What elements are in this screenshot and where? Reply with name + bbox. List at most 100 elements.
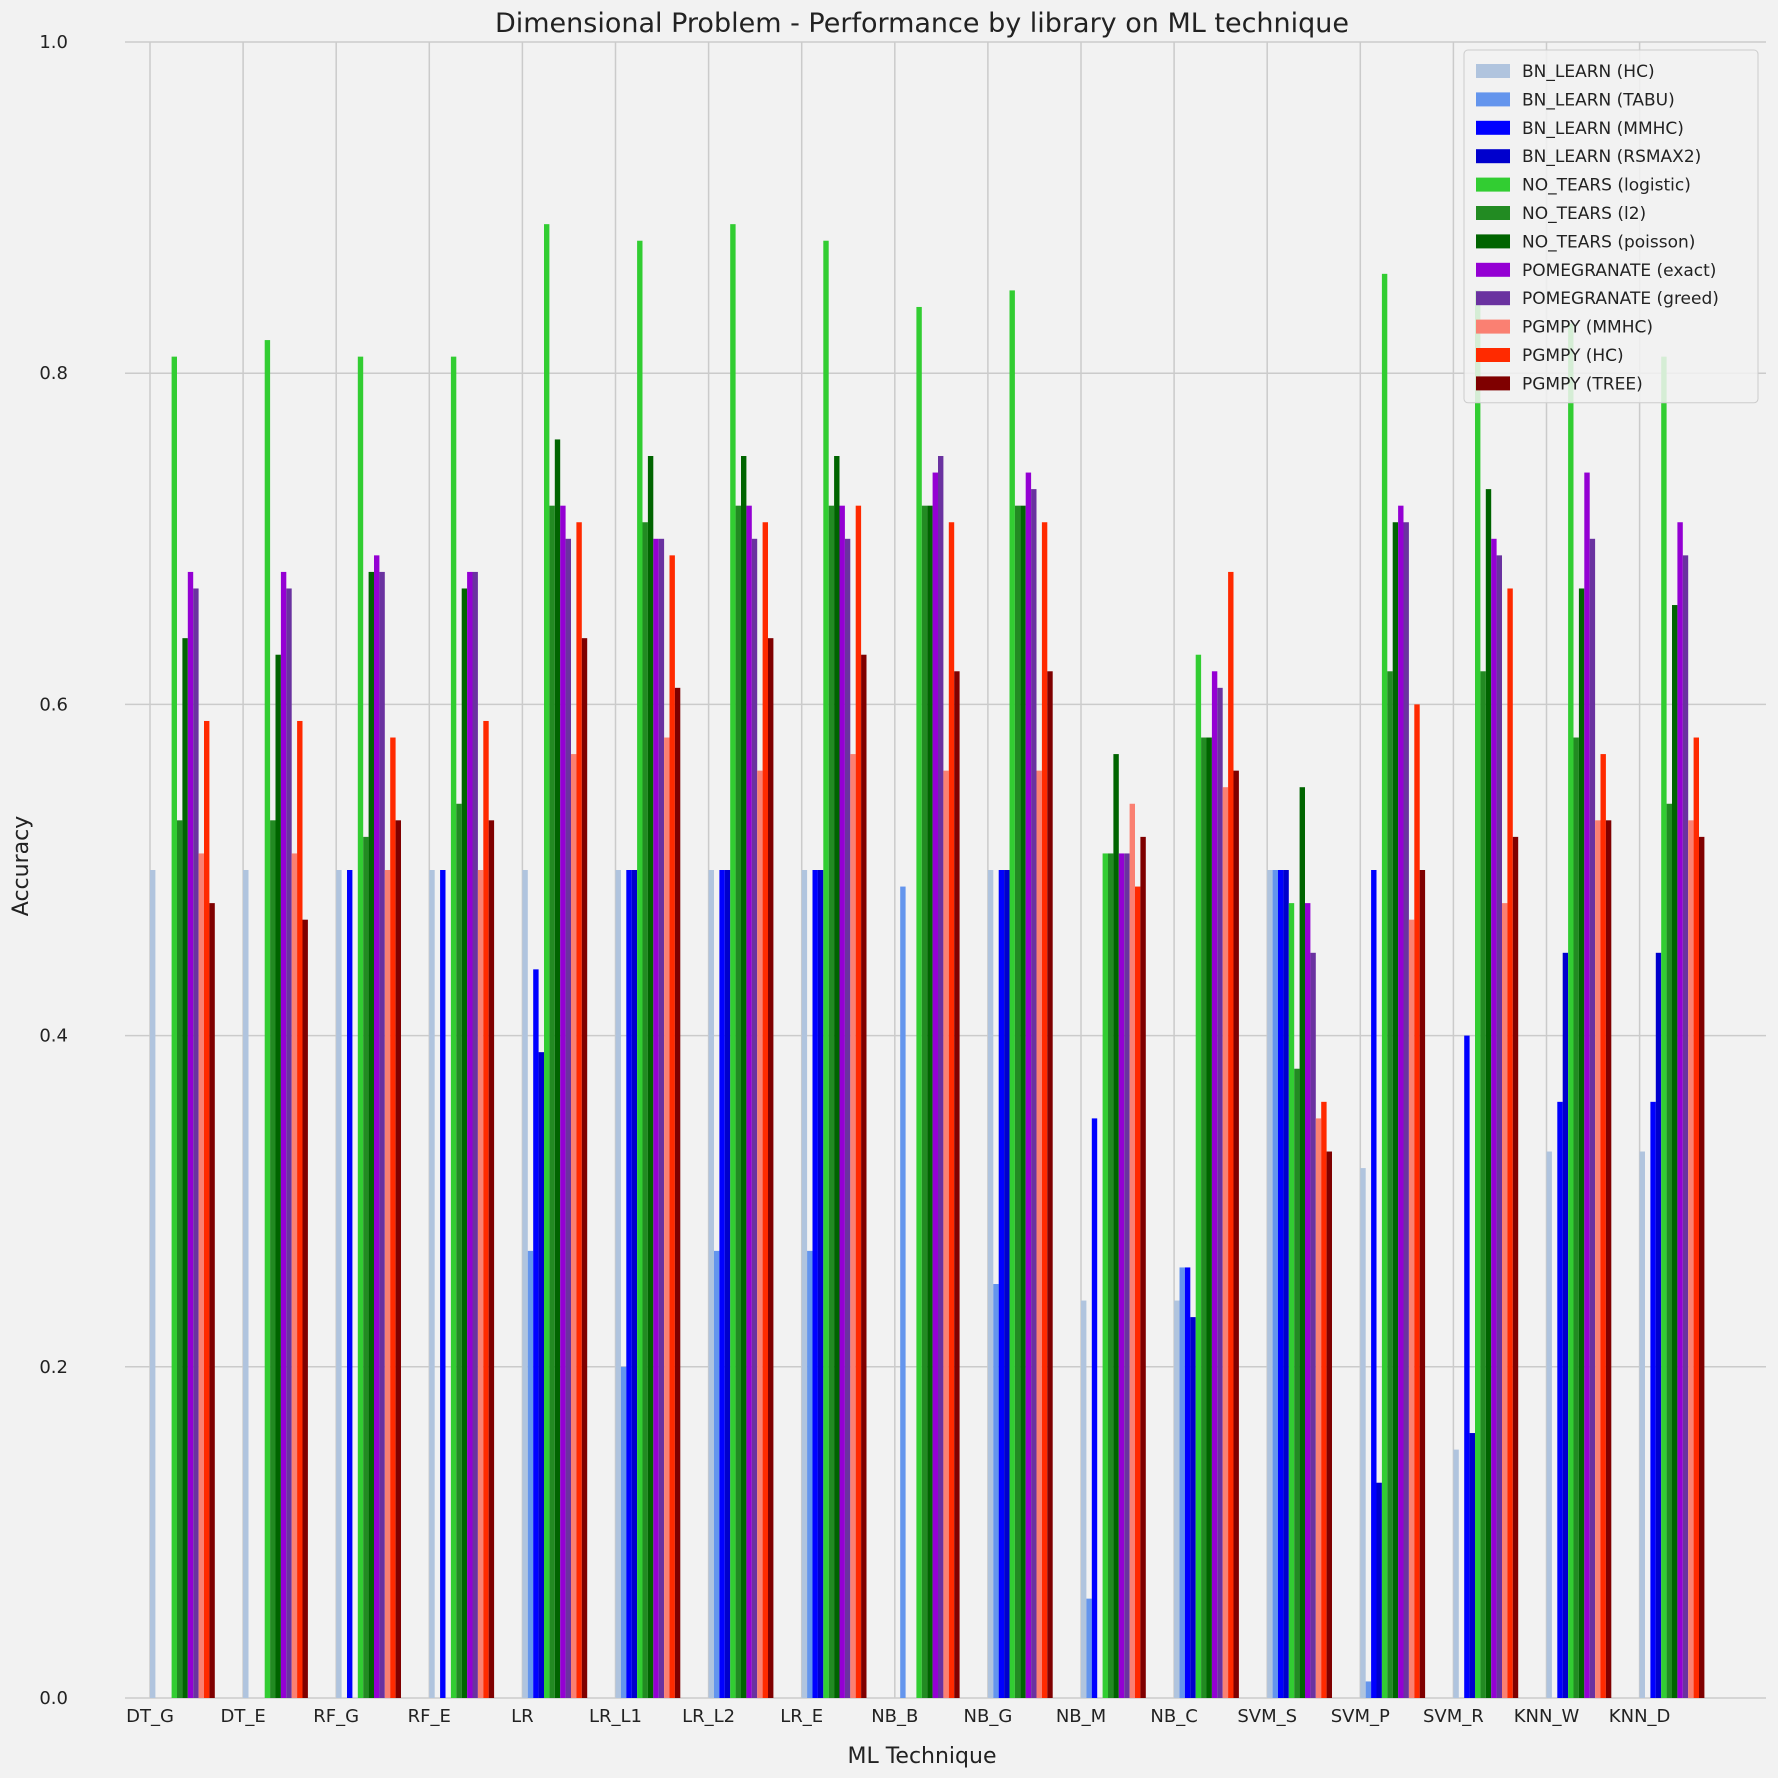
bar xyxy=(828,505,835,1699)
legend-entry: PGMPY (HC) xyxy=(1522,346,1624,366)
legend-swatch xyxy=(1476,291,1510,306)
bar xyxy=(472,571,478,1699)
bar xyxy=(1036,770,1042,1698)
bar xyxy=(538,1052,544,1698)
bar xyxy=(1578,588,1585,1698)
bar xyxy=(674,687,681,1698)
bar xyxy=(746,505,752,1699)
bar xyxy=(1179,1267,1185,1698)
legend-entry: NO_TEARS (logistic) xyxy=(1522,176,1691,196)
bar xyxy=(998,870,1005,1698)
bar xyxy=(150,870,156,1698)
bar xyxy=(1605,820,1612,1698)
bar xyxy=(823,240,829,1699)
bar xyxy=(664,737,670,1698)
legend-swatch xyxy=(1476,348,1510,362)
bar xyxy=(817,870,824,1698)
bar xyxy=(488,820,495,1698)
bar xyxy=(708,870,714,1698)
bar xyxy=(1507,588,1513,1698)
bar xyxy=(916,306,922,1699)
bar xyxy=(943,770,949,1698)
legend-entry: BN_LEARN (TABU) xyxy=(1522,90,1675,110)
y-tick-label: 0.8 xyxy=(39,363,68,384)
bar xyxy=(1326,1151,1332,1698)
x-axis-label: ML Technique xyxy=(847,1744,996,1769)
y-tick-labels: 0.0 0.2 0.4 0.6 0.8 1.0 xyxy=(39,32,68,1709)
bar xyxy=(286,588,292,1698)
bar xyxy=(544,224,550,1698)
bar xyxy=(1217,687,1223,1698)
legend-swatch xyxy=(1476,262,1510,277)
bar xyxy=(297,720,303,1698)
bar xyxy=(275,654,281,1698)
bar xyxy=(1305,903,1311,1698)
bar xyxy=(1502,903,1508,1698)
bar xyxy=(1589,538,1596,1698)
bar xyxy=(1310,952,1316,1698)
bar xyxy=(1047,671,1053,1698)
bar xyxy=(768,638,774,1699)
bar xyxy=(730,224,736,1698)
x-tick-labels: DT_G DT_E RF_G RF_E LR LR_L1 LR_L2 LR_E NB_B NB_G… xyxy=(126,1706,1670,1727)
bar xyxy=(1365,1681,1372,1698)
bar xyxy=(1480,671,1486,1698)
x-tick-label: NB_B xyxy=(871,1706,918,1727)
y-tick-label: 0.0 xyxy=(39,1688,68,1709)
bar xyxy=(204,720,210,1698)
bar xyxy=(1672,605,1678,1698)
legend-swatch xyxy=(1476,234,1510,249)
bar xyxy=(270,820,276,1698)
bar xyxy=(1129,803,1135,1698)
bar xyxy=(1573,737,1579,1698)
legend-swatch xyxy=(1476,206,1510,220)
bar xyxy=(1222,787,1229,1698)
bar xyxy=(1464,1035,1470,1698)
x-tick-label: RF_G xyxy=(313,1706,359,1727)
bar xyxy=(1360,1168,1366,1698)
bar xyxy=(1009,290,1015,1698)
bar xyxy=(576,522,582,1698)
bar xyxy=(669,555,675,1698)
bar xyxy=(477,870,484,1698)
bar xyxy=(1201,737,1207,1698)
bar xyxy=(336,870,342,1698)
bar xyxy=(1267,870,1273,1698)
bar xyxy=(1108,853,1114,1698)
bar xyxy=(368,571,374,1699)
bar xyxy=(1496,555,1502,1698)
bar xyxy=(1278,870,1284,1698)
bar xyxy=(1041,522,1048,1698)
bar xyxy=(1688,820,1694,1698)
bar xyxy=(1014,505,1021,1699)
bar xyxy=(631,870,638,1698)
bar xyxy=(1283,870,1289,1698)
bar xyxy=(347,870,353,1698)
bar xyxy=(993,1284,999,1698)
legend-entry: PGMPY (MMHC) xyxy=(1522,318,1653,338)
bar xyxy=(1321,1101,1327,1698)
bar xyxy=(198,853,204,1698)
bar xyxy=(581,638,588,1699)
bar xyxy=(1655,952,1662,1698)
bar xyxy=(1091,1118,1098,1698)
bar xyxy=(1206,737,1212,1698)
bar xyxy=(1086,1598,1092,1698)
bar xyxy=(1485,489,1492,1698)
bar xyxy=(209,903,215,1698)
bar xyxy=(1666,803,1672,1698)
bar xyxy=(171,356,177,1698)
bar xyxy=(1124,853,1130,1698)
bar xyxy=(987,870,994,1698)
bar xyxy=(1004,870,1010,1698)
bar xyxy=(440,870,446,1698)
bar xyxy=(571,754,577,1698)
bar xyxy=(177,820,183,1698)
bar xyxy=(390,737,396,1698)
bar xyxy=(741,456,747,1698)
legend-swatch xyxy=(1476,376,1510,391)
bar xyxy=(807,1250,813,1698)
bar xyxy=(374,555,380,1698)
bar xyxy=(1403,522,1409,1698)
